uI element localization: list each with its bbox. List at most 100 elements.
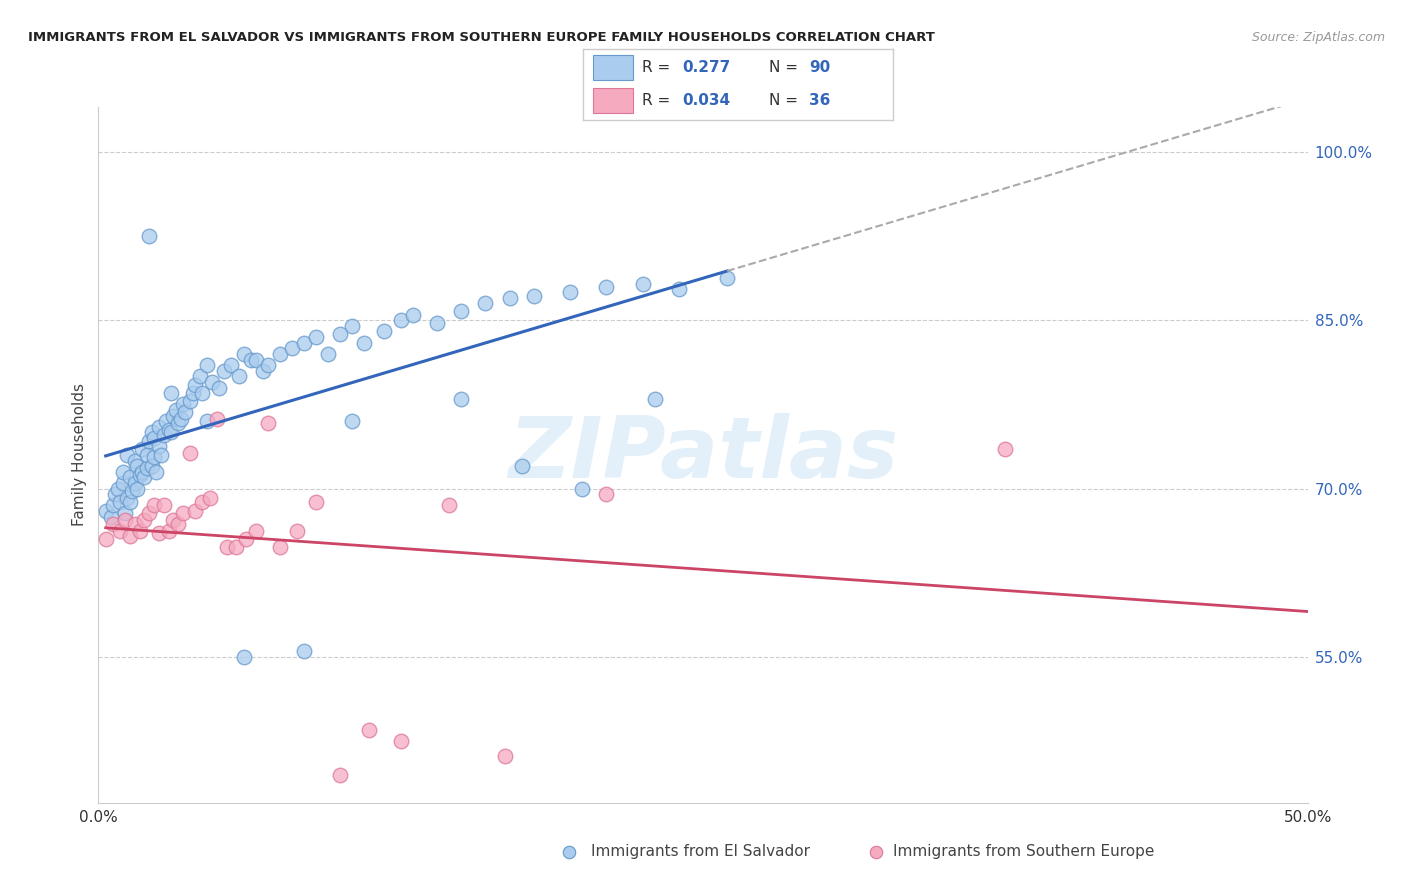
Point [342,414,364,428]
Point [117,491,139,505]
Point [148,526,170,541]
Point [285,524,308,539]
Point [174,405,197,419]
Point [118,495,141,509]
Point [269,347,291,361]
Point [342,318,364,333]
Point [225,540,247,554]
Point [232,649,254,664]
Text: Immigrants from El Salvador: Immigrants from El Salvador [591,845,810,859]
Point [134,513,156,527]
Point [188,369,211,384]
Point [152,499,174,513]
Text: N =: N = [769,93,803,108]
Point [162,513,184,527]
Point [127,459,149,474]
Point [198,491,221,505]
Point [179,394,201,409]
Point [169,412,191,426]
Point [191,495,214,509]
Bar [593,55,633,80]
Point [138,229,160,244]
Point [245,524,267,539]
Point [329,768,352,782]
Point [595,279,617,293]
Point [389,734,412,748]
Point [101,499,124,513]
Y-axis label: Family Households: Family Households [72,384,87,526]
Point [124,453,146,467]
Text: IMMIGRANTS FROM EL SALVADOR VS IMMIGRANTS FROM SOUTHERN EUROPE FAMILY HOUSEHOLDS: IMMIGRANTS FROM EL SALVADOR VS IMMIGRANT… [28,31,935,45]
Point [305,495,328,509]
Point [232,347,254,361]
Point [252,364,274,378]
Point [111,475,134,490]
Point [191,386,214,401]
Point [498,291,520,305]
Point [124,517,146,532]
Point [215,540,238,554]
Point [316,347,339,361]
Point [167,517,190,532]
Point [150,448,173,462]
Point [329,326,352,341]
Text: N =: N = [769,60,803,75]
Point [595,487,617,501]
Point [131,465,153,479]
Point [558,285,581,300]
Point [281,341,304,355]
Point [134,470,156,484]
Point [138,434,160,449]
Point [184,504,207,518]
Point [373,325,395,339]
Point [235,532,257,546]
Point [148,439,170,453]
Point [108,524,131,539]
Text: 0.277: 0.277 [682,60,731,75]
Point [437,499,460,513]
Text: Source: ZipAtlas.com: Source: ZipAtlas.com [1251,31,1385,45]
Point [160,386,183,401]
Point [162,409,184,423]
Point [510,459,533,474]
Point [172,397,194,411]
Point [631,277,654,292]
Point [571,482,593,496]
Point [668,282,690,296]
Point [179,445,201,459]
Point [195,358,218,372]
Point [201,375,224,389]
Point [118,529,141,543]
Point [114,506,136,520]
Point [118,470,141,484]
Point [558,845,581,859]
Point [523,288,546,302]
Point [165,403,187,417]
Point [101,517,124,532]
Text: 36: 36 [810,93,831,108]
Text: ZIPatlas: ZIPatlas [508,413,898,497]
Text: R =: R = [643,60,675,75]
Point [716,270,738,285]
Point [157,423,180,437]
Point [359,723,381,737]
Point [128,468,150,483]
Point [148,420,170,434]
Point [128,524,150,539]
Point [127,482,149,496]
Point [245,352,267,367]
Point [292,644,315,658]
Point [212,364,235,378]
Point [450,392,472,406]
Point [205,412,228,426]
Point [157,524,180,539]
Point [145,465,167,479]
Point [94,504,117,518]
Point [141,425,163,440]
Point [138,506,160,520]
Point [221,358,243,372]
Point [181,386,204,401]
Point [256,417,278,431]
Text: 0.034: 0.034 [682,93,731,108]
Point [108,495,131,509]
